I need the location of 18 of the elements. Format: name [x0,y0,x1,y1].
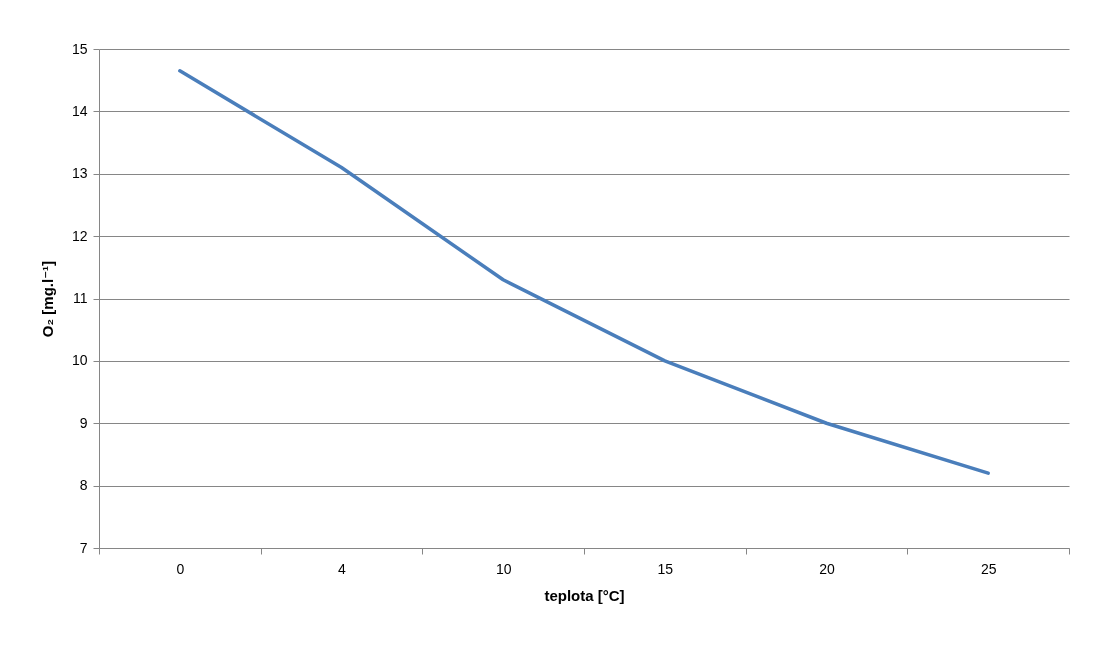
y-tick-label: 10 [71,352,88,369]
x-tick-label: 15 [657,560,674,577]
x-tick-label: 25 [980,560,997,577]
y-tick-label: 12 [71,227,88,244]
y-tick-label: 14 [71,102,88,119]
y-tick-label: 8 [79,477,88,494]
x-tick-label: 10 [495,560,512,577]
y-axis-title: O₂ [mg.l⁻¹] [38,260,56,338]
x-tick-label: 20 [819,560,835,577]
line-series [178,69,990,475]
y-tick-label: 7 [79,539,88,556]
y-tick-label: 9 [79,414,88,431]
y-tick-label: 15 [71,40,88,57]
x-tick-label: 4 [338,560,347,577]
x-axis-title: teplota [°C] [544,586,625,604]
y-tick-label: 13 [71,165,88,182]
y-tick-label: 11 [72,290,88,306]
x-tick-label: 0 [176,560,185,577]
